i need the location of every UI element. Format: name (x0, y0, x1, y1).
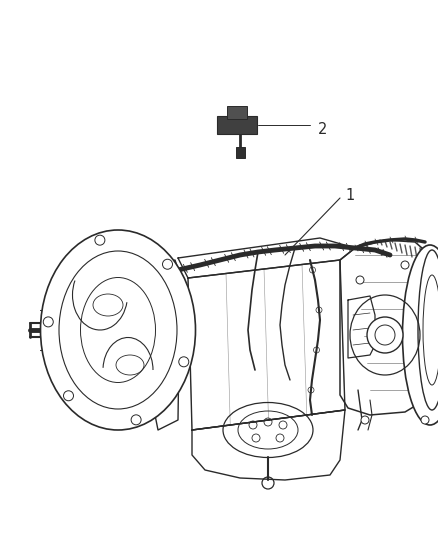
FancyBboxPatch shape (227, 106, 247, 119)
FancyBboxPatch shape (217, 116, 257, 134)
Circle shape (356, 276, 364, 284)
Circle shape (421, 416, 429, 424)
Ellipse shape (40, 230, 195, 430)
Text: 2: 2 (318, 122, 327, 136)
Circle shape (361, 416, 369, 424)
Circle shape (179, 357, 189, 367)
FancyBboxPatch shape (236, 147, 244, 157)
Circle shape (43, 317, 53, 327)
Circle shape (64, 391, 74, 401)
Circle shape (162, 259, 173, 269)
Text: 1: 1 (345, 188, 354, 203)
Ellipse shape (418, 250, 438, 410)
Circle shape (95, 235, 105, 245)
Circle shape (367, 317, 403, 353)
Circle shape (131, 415, 141, 425)
Circle shape (401, 261, 409, 269)
Ellipse shape (403, 245, 438, 425)
